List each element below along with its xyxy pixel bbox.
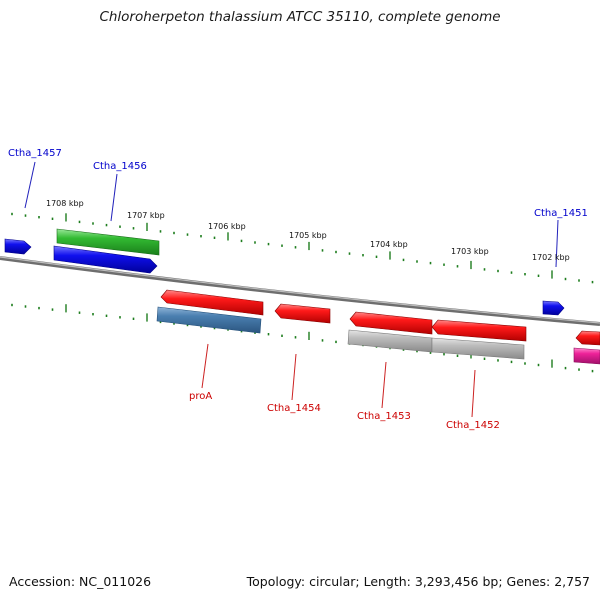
gene-feature-left-blue <box>4 238 32 255</box>
kbp-label-1702: 1702 kbp <box>532 253 570 262</box>
gene-label-ctha_1457: Ctha_1457 <box>8 148 62 159</box>
gene-feature-right-pink <box>573 347 600 365</box>
kbp-label-1706: 1706 kbp <box>208 222 246 231</box>
kbp-labels: 1708 kbp 1707 kbp 1706 kbp 1705 kbp 1704… <box>46 199 570 262</box>
genome-backbone <box>0 256 600 326</box>
accession-text: Accession: NC_011026 <box>9 574 152 589</box>
gene-feature-ctha_1454-red <box>274 303 331 324</box>
gene-label-ctha_1454: Ctha_1454 <box>267 403 321 414</box>
genome-backbone-highlight <box>0 256 600 324</box>
gene-label-ctha_1452: Ctha_1452 <box>446 420 500 431</box>
gene-features <box>4 228 600 365</box>
kbp-label-1704: 1704 kbp <box>370 240 408 249</box>
kbp-label-1705: 1705 kbp <box>289 231 327 240</box>
gene-feature-ctha_1452-grey <box>431 337 525 360</box>
map-title: Chloroherpeton thalassium ATCC 35110, co… <box>99 9 501 25</box>
topology-text: Topology: circular; Length: 3,293,456 bp… <box>246 574 590 589</box>
gene-feature-proA-steel <box>156 306 262 334</box>
gene-feature-ctha_1452-red <box>431 319 527 342</box>
gene-label-ctha_1453: Ctha_1453 <box>357 411 411 422</box>
kbp-label-1703: 1703 kbp <box>451 247 489 256</box>
gene-feature-right-red <box>575 330 600 346</box>
gene-label-ctha_1451: Ctha_1451 <box>534 208 588 219</box>
gene-labels: Ctha_1457 Ctha_1456 Ctha_1451 proA Ctha_… <box>8 148 588 431</box>
gene-label-proA: proA <box>189 391 212 402</box>
label-pointer-lines <box>24 161 559 418</box>
pointer-ctha_1454 <box>291 353 297 401</box>
gene-feature-ctha_1453-red <box>349 311 433 335</box>
gene-label-ctha_1456: Ctha_1456 <box>93 161 147 172</box>
pointer-ctha_1452 <box>471 369 476 418</box>
gene-feature-proA-red <box>160 289 264 316</box>
pointer-ctha_1451 <box>555 219 559 268</box>
gene-feature-ctha_1451-blue <box>542 300 565 316</box>
pointer-proA <box>201 343 209 389</box>
pointer-ctha_1453 <box>381 361 387 409</box>
gene-feature-ctha_1456-blue <box>53 245 158 274</box>
pointer-ctha_1456 <box>110 173 118 222</box>
kbp-label-1707: 1707 kbp <box>127 211 165 220</box>
gene-feature-ctha_1456-green <box>56 228 160 256</box>
pointer-ctha_1457 <box>24 161 36 209</box>
kbp-label-1708: 1708 kbp <box>46 199 84 208</box>
kbp-tick-marks <box>11 212 594 373</box>
